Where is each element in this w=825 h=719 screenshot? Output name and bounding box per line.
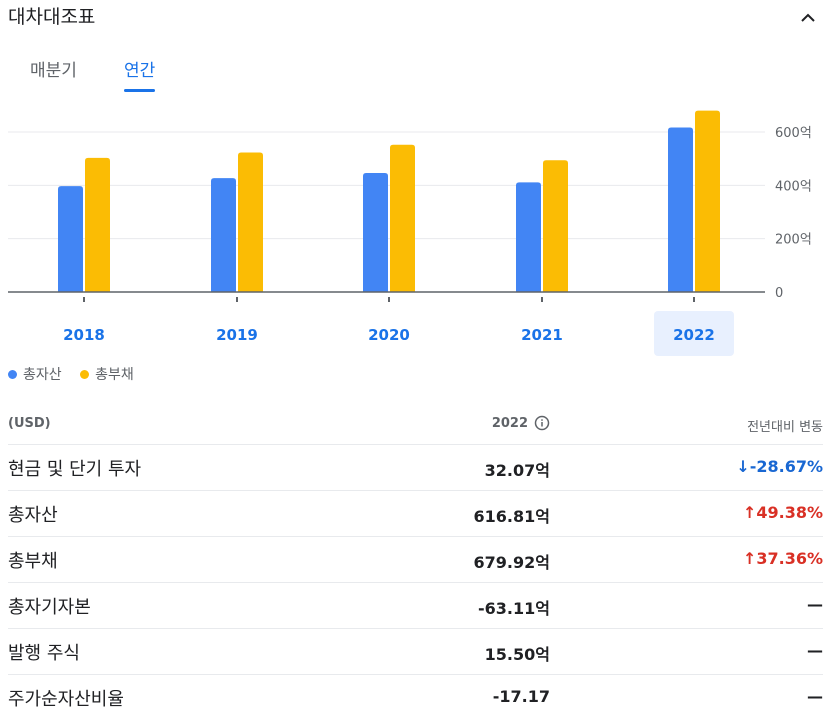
balance-sheet-chart: 0 200억 400억 600억 2018 2019 2020 2021 2022 (8, 110, 812, 356)
row-change: — (807, 641, 823, 660)
bar-total-liabilities (543, 160, 568, 292)
table-row: 총자산 616.81억 ↑49.38% (8, 491, 823, 537)
legend-item-total-assets: 총자산 (8, 364, 62, 384)
row-change: ↓-28.67% (736, 457, 823, 476)
row-change: — (807, 687, 823, 706)
section-title: 대차대조표 (8, 6, 96, 28)
chevron-up-icon[interactable] (798, 8, 818, 28)
year-label[interactable]: 2019 (216, 326, 258, 344)
row-value: 32.07억 (484, 461, 550, 480)
bar-total-assets (58, 186, 83, 292)
table-row: 발행 주식 15.50억 — (8, 629, 823, 675)
y-tick-label: 400억 (775, 179, 812, 194)
legend-label-total-liabilities: 총부채 (95, 367, 134, 383)
year-label[interactable]: 2022 (673, 326, 715, 344)
balance-sheet-table: (USD) 2022 전년대비 변동 현금 및 단기 투자 32.07억 ↓-2… (8, 404, 823, 719)
row-value: 15.50억 (484, 645, 550, 664)
table-row: 총부채 679.92억 ↑37.36% (8, 537, 823, 583)
row-value: -17.17 (492, 687, 550, 706)
legend-dot-total-assets (8, 369, 17, 379)
tab-annual[interactable]: 연간 (124, 61, 156, 81)
year-label[interactable]: 2018 (63, 326, 105, 344)
tab-quarterly[interactable]: 매분기 (30, 61, 77, 81)
bar-total-assets (363, 173, 388, 292)
row-label: 총자산 (8, 505, 58, 526)
legend-item-total-liabilities: 총부채 (80, 364, 134, 384)
bar-total-assets (668, 127, 693, 293)
y-tick-label: 0 (775, 286, 783, 301)
balance-sheet-header: 대차대조표 (8, 4, 818, 34)
row-value: 616.81억 (473, 507, 550, 526)
year-header: 2022 (491, 416, 528, 431)
yoy-change-header: 전년대비 변동 (747, 420, 823, 435)
row-label: 총부채 (8, 551, 58, 572)
active-tab-indicator (124, 89, 155, 92)
selected-year-highlight[interactable] (654, 311, 734, 356)
row-label: 총자기자본 (8, 597, 91, 618)
table-row: 현금 및 단기 투자 32.07억 ↓-28.67% (8, 445, 823, 491)
table-row: 총자기자본 -63.11억 — (8, 583, 823, 629)
row-change: ↑49.38% (742, 503, 823, 522)
y-tick-label: 600억 (775, 126, 812, 141)
row-change: — (807, 595, 823, 614)
year-label[interactable]: 2021 (521, 326, 563, 344)
row-change: ↑37.36% (742, 549, 823, 568)
row-value: -63.11억 (478, 599, 550, 618)
bar-total-liabilities (390, 144, 415, 292)
currency-unit-header: (USD) (8, 416, 51, 431)
info-icon[interactable] (534, 415, 550, 431)
bar-total-liabilities (695, 110, 720, 292)
row-label: 주가순자산비율 (8, 689, 124, 710)
bar-total-assets (516, 182, 541, 292)
table-header: (USD) 2022 전년대비 변동 (8, 404, 823, 445)
table-row: 주가순자산비율 -17.17 — (8, 675, 823, 719)
bar-total-assets (211, 178, 236, 292)
row-label: 발행 주식 (8, 643, 80, 664)
row-value: 679.92억 (473, 553, 550, 572)
bar-total-liabilities (238, 152, 263, 292)
year-label[interactable]: 2020 (368, 326, 410, 344)
chart-legend: 총자산 총부채 (8, 364, 148, 384)
legend-label-total-assets: 총자산 (23, 367, 62, 383)
bar-total-liabilities (85, 157, 110, 292)
y-tick-label: 200억 (775, 233, 812, 248)
row-label: 현금 및 단기 투자 (8, 459, 142, 480)
legend-dot-total-liabilities (80, 369, 90, 379)
